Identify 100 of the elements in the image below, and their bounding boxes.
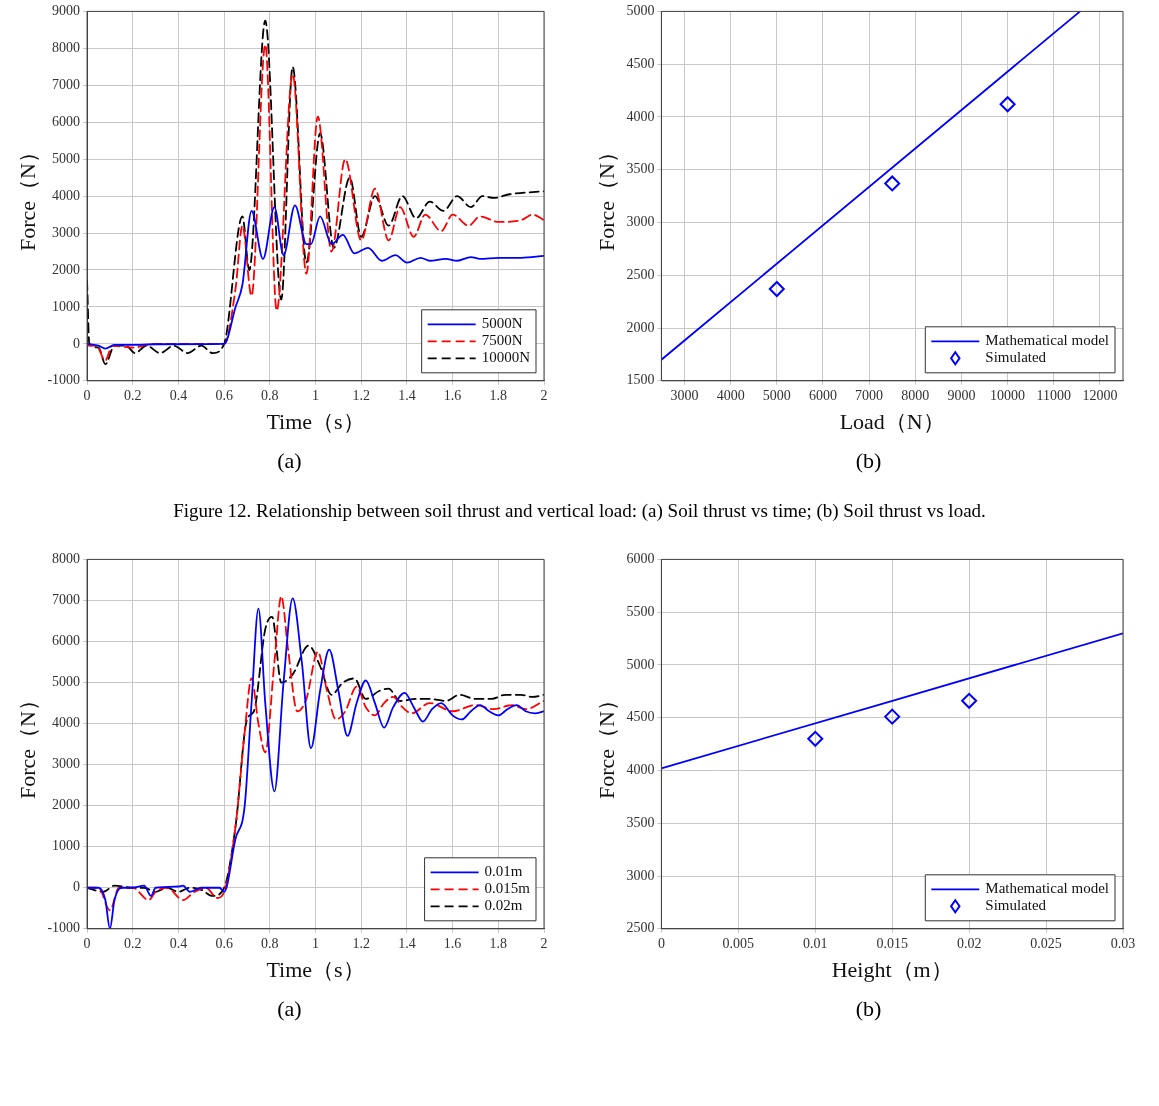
y-tick-label: 2000 <box>51 261 80 277</box>
x-tick-label: 1.8 <box>489 935 507 951</box>
point <box>806 730 823 747</box>
text: (b) <box>855 996 882 1022</box>
legend-label: 0.015m <box>484 880 530 897</box>
legend-label: 0.02m <box>484 897 523 914</box>
y-tick-label: 6000 <box>51 113 80 129</box>
x-axis-title: Time（s） <box>265 408 365 434</box>
y-tick-label: 4000 <box>51 187 80 203</box>
y-tick-label: 3500 <box>625 161 654 177</box>
y-tick-label: 8000 <box>51 40 80 56</box>
x-tick-label: 4000 <box>716 387 745 403</box>
x-tick-label: 0.015 <box>875 935 908 951</box>
y-tick-label: 0 <box>72 335 80 351</box>
x-tick-label: 0.4 <box>169 935 187 951</box>
x-axis-title: Height（m） <box>831 956 953 982</box>
x-tick-label: 0.6 <box>214 387 233 403</box>
y-tick-label: 2500 <box>625 266 654 282</box>
x-tick-label: 12000 <box>1081 387 1117 403</box>
x-tick-label: 6000 <box>808 387 837 403</box>
y-tick-label: 4000 <box>51 715 80 731</box>
x-tick-label: 2 <box>540 387 547 403</box>
y-tick-label: 5000 <box>51 150 80 166</box>
y-tick-label: 4500 <box>625 709 654 725</box>
x-tick-label: 0.025 <box>1029 935 1062 951</box>
x-tick-label: 1 <box>311 387 319 403</box>
y-tick-label: 5000 <box>51 674 80 690</box>
y-tick-label: 5000 <box>625 3 654 19</box>
y-tick-label: 3000 <box>625 214 654 230</box>
x-tick-label: 0.4 <box>169 387 187 403</box>
x-tick-label: 0.8 <box>260 935 279 951</box>
x-axis-title: Load（N） <box>839 408 945 434</box>
y-tick-label: 7000 <box>51 76 80 92</box>
text: (a) <box>277 996 302 1022</box>
x-tick-label: 8000 <box>900 387 929 403</box>
x-tick-label: 1.6 <box>443 387 461 403</box>
y-tick-label: 6000 <box>625 551 654 567</box>
y-tick-label: 3000 <box>625 867 654 883</box>
x-tick-label: 0.03 <box>1110 935 1135 951</box>
y-tick-label: -1000 <box>46 372 80 388</box>
x-tick-label: 1.4 <box>397 935 416 951</box>
y-axis-title: Force（N） <box>593 141 619 252</box>
y-tick-label: 4000 <box>625 108 654 124</box>
x-tick-label: 0.2 <box>123 387 142 403</box>
y-tick-label: 1000 <box>51 298 80 314</box>
y-tick-label: 3500 <box>625 814 654 830</box>
point <box>960 692 977 709</box>
x-tick-label: 0.2 <box>123 935 142 951</box>
y-tick-label: 2500 <box>625 920 654 936</box>
y-tick-label: 9000 <box>51 3 80 19</box>
caption: Figure 12. Relationship between soil thrust and vertical load: (a) Soil thrust vs time; (b) Soil thrust vs load. <box>172 500 987 522</box>
legend-label: Mathematical model <box>984 880 1109 897</box>
text: (a) <box>277 448 302 474</box>
x-tick-label: 1 <box>311 935 319 951</box>
x-tick-label: 10000 <box>989 387 1025 403</box>
x-tick-label: 0 <box>83 387 91 403</box>
point <box>883 175 900 192</box>
legend-label: Simulated <box>984 349 1047 366</box>
legend-label: 10000N <box>481 349 530 366</box>
y-tick-label: 5500 <box>625 603 654 619</box>
x-tick-label: 1.4 <box>397 387 416 403</box>
x-axis-title: Time（s） <box>265 956 365 982</box>
y-tick-label: 2000 <box>51 797 80 813</box>
x-tick-label: 11000 <box>1036 387 1071 403</box>
x-tick-label: 0.02 <box>956 935 981 951</box>
line-series <box>86 204 544 350</box>
y-tick-label: 6000 <box>51 633 80 649</box>
x-tick-label: 0.005 <box>722 935 754 951</box>
y-tick-label: -1000 <box>46 920 80 936</box>
legend-label: 7500N <box>481 332 523 349</box>
x-tick-label: 0.01 <box>802 935 828 951</box>
point <box>999 96 1016 113</box>
y-tick-label: 4500 <box>625 55 654 71</box>
y-tick-label: 1500 <box>625 372 654 388</box>
y-tick-label: 3000 <box>51 756 80 772</box>
legend-label: Simulated <box>984 897 1047 914</box>
x-tick-label: 1.8 <box>489 387 507 403</box>
x-tick-label: 1.2 <box>351 387 370 403</box>
x-tick-label: 0 <box>83 935 91 951</box>
x-tick-label: 0.6 <box>214 935 233 951</box>
y-tick-label: 8000 <box>51 551 80 567</box>
x-tick-label: 5000 <box>762 387 791 403</box>
legend-label: 5000N <box>481 315 523 332</box>
x-tick-label: 1.6 <box>443 935 461 951</box>
y-axis-title: Force（N） <box>593 689 619 800</box>
x-tick-label: 3000 <box>669 387 698 403</box>
y-tick-label: 2000 <box>625 319 654 335</box>
y-tick-label: 0 <box>72 879 80 895</box>
legend-label: Mathematical model <box>984 332 1109 349</box>
text: (b) <box>855 448 882 474</box>
y-axis-title: Force（N） <box>14 689 40 800</box>
legend-label: 0.01m <box>484 863 523 880</box>
point <box>768 280 785 297</box>
x-tick-label: 9000 <box>946 387 975 403</box>
x-tick-label: 2 <box>540 935 547 951</box>
point <box>883 708 900 725</box>
y-tick-label: 3000 <box>51 224 80 240</box>
y-tick-label: 5000 <box>625 656 654 672</box>
x-tick-label: 0 <box>657 935 665 951</box>
x-tick-label: 7000 <box>854 387 883 403</box>
